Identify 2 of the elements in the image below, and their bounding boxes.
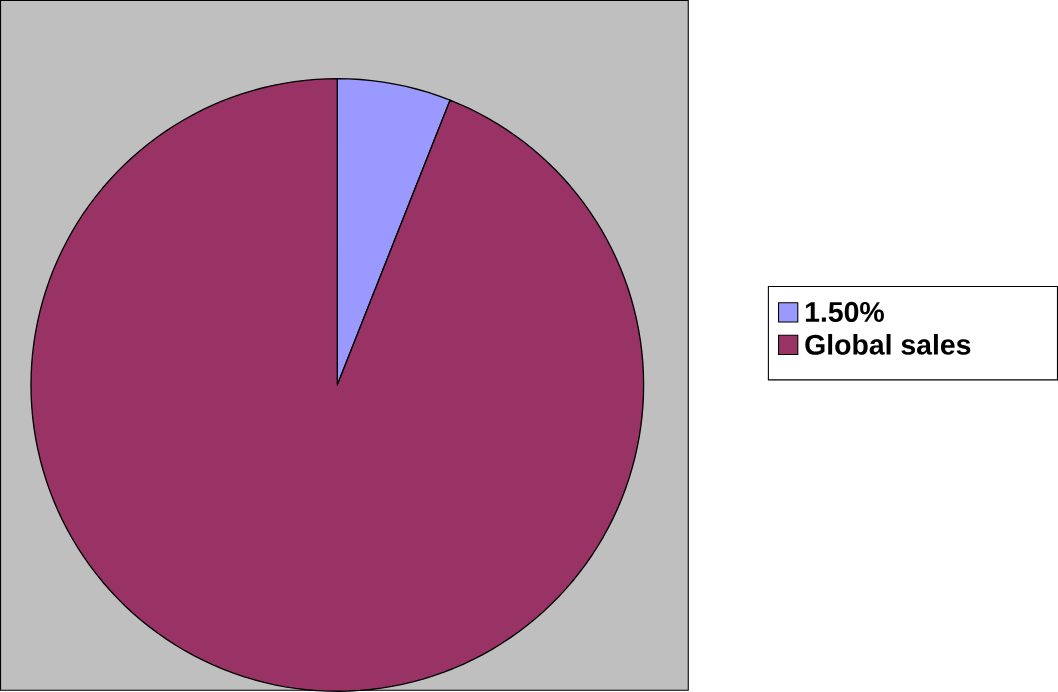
legend-label: 1.50%: [805, 301, 884, 322]
legend-label: Global sales: [805, 333, 971, 355]
